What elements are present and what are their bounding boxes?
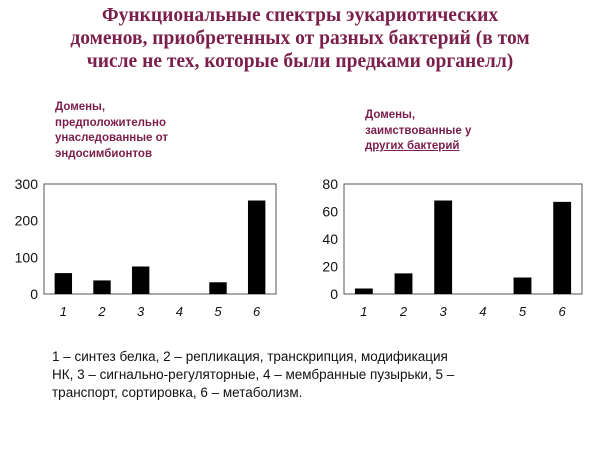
right-chart-caption: Домены, заимствованные у других бактерий	[365, 108, 565, 155]
x-tick-label: 4	[479, 304, 486, 319]
bar-category-2	[93, 280, 111, 294]
bar-category-6	[247, 200, 266, 294]
x-tick-label: 4	[176, 304, 183, 319]
y-tick-label: 20	[322, 259, 338, 275]
y-tick-label: 80	[322, 176, 338, 192]
x-tick-label: 2	[97, 304, 106, 319]
left-caption-line: Домены,	[55, 101, 106, 113]
bar-category-1	[354, 288, 373, 294]
chart-endosymbiont-domains: 0 100 200 300 1 2 3 4 5 6	[15, 176, 277, 319]
plot-frame	[43, 183, 277, 295]
x-tick-label: 6	[559, 304, 567, 319]
chart-other-bacteria-domains: 0 20 40 60 80 1 2 3 4 5 6	[322, 176, 583, 319]
left-caption-line: предположительно	[55, 116, 166, 129]
right-caption-line: Домены,	[365, 109, 416, 121]
x-tick-label: 3	[440, 304, 448, 319]
x-tick-label: 2	[399, 304, 408, 319]
right-caption-line: других бактерий	[365, 140, 460, 152]
legend-line-3: транспорт, сортировка, 6 – метаболизм.	[52, 385, 303, 400]
bar-category-2	[394, 273, 413, 294]
legend-line-2: НК, 3 – сигнально-регуляторные, 4 – мемб…	[52, 367, 455, 382]
bar-category-1	[54, 273, 73, 294]
bar-category-6	[553, 201, 572, 294]
y-tick-label: 40	[322, 231, 338, 247]
x-tick-label: 5	[519, 304, 527, 319]
title-line-3: числе не тех, которые были предками орга…	[86, 51, 514, 72]
y-tick-label: 60	[322, 204, 338, 220]
title-line-1: Функциональные спектры эукариотических	[101, 5, 499, 26]
y-tick-label: 0	[30, 286, 38, 302]
x-tick-label: 5	[214, 304, 222, 319]
x-tick-label: 1	[360, 304, 367, 319]
bar-category-5	[209, 282, 227, 294]
left-chart-caption: Домены, предположительно унаследованные …	[55, 100, 255, 162]
right-caption-line: заимствованные у	[365, 124, 472, 137]
bar-category-5	[513, 277, 532, 294]
x-tick-label: 6	[253, 304, 261, 319]
plot-frame	[343, 183, 583, 295]
y-tick-label: 100	[15, 249, 39, 265]
bar-category-3	[131, 266, 150, 294]
left-caption-line: эндосимбионтов	[55, 147, 153, 160]
x-tick-label: 1	[60, 304, 67, 319]
bar-category-3	[434, 200, 453, 294]
y-tick-label: 0	[330, 286, 338, 302]
left-caption-line: унаследованные от	[55, 132, 168, 144]
x-tick-label: 3	[137, 304, 145, 319]
category-legend: 1 – синтез белка, 2 – репликация, транск…	[52, 348, 572, 402]
title-line-2: доменов, приобретенных от разных бактери…	[70, 28, 530, 49]
y-tick-label: 200	[15, 213, 39, 229]
y-tick-label: 300	[15, 176, 39, 192]
legend-line-1: 1 – синтез белка, 2 – репликация, транск…	[52, 349, 448, 364]
figure-title: Функциональные спектры эукариотических д…	[0, 4, 600, 73]
